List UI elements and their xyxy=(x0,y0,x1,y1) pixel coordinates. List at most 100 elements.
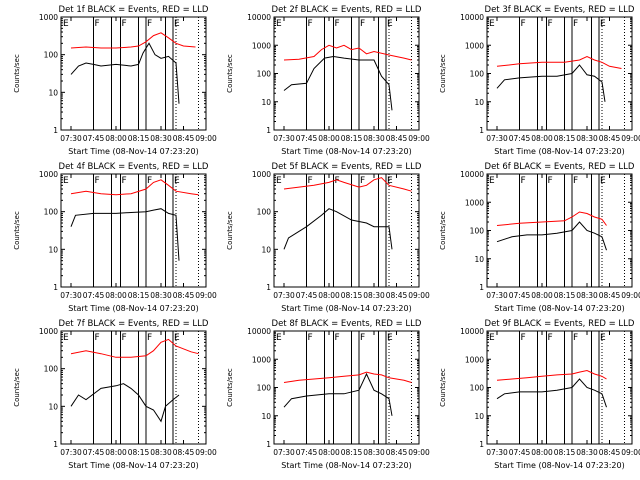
series-line-events xyxy=(496,221,607,251)
y-axis-label: Counts/sec xyxy=(226,211,234,250)
x-axis-label: Start Time (08-Nov-14 07:23:20) xyxy=(281,147,411,156)
plot-frame xyxy=(273,330,420,445)
chart-panel-7: Det 7f BLACK = Events, RED = LLD Counts/s… xyxy=(13,319,217,470)
x-tick-label: 09:00 xyxy=(195,134,217,143)
y-tick-label: 1 xyxy=(53,440,58,449)
y-tick-label: 10 xyxy=(48,88,58,97)
attenuator-state-label: F xyxy=(122,176,127,186)
x-tick-label: 07:45 xyxy=(296,448,318,457)
x-tick-label: 08:15 xyxy=(128,134,150,143)
x-tick-label: 08:30 xyxy=(363,134,385,143)
x-tick-label: 08:30 xyxy=(576,448,598,457)
y-axis-label: Counts/sec xyxy=(13,368,21,407)
x-tick-label: 08:00 xyxy=(105,448,127,457)
x-tick-label: 08:15 xyxy=(554,134,576,143)
x-tick-label: 08:30 xyxy=(576,134,598,143)
attenuator-state-label: F xyxy=(95,19,100,29)
chart-panel-3: Det 3f BLACK = Events, RED = LLD Counts/s… xyxy=(439,5,640,156)
x-axis-label: Start Time (08-Nov-14 07:23:20) xyxy=(281,461,411,470)
y-tick-label: 1000 xyxy=(465,41,484,50)
x-tick-label: 07:45 xyxy=(83,448,105,457)
plot-frame xyxy=(60,330,207,445)
x-tick-label: 07:45 xyxy=(509,448,531,457)
y-tick-label: 10 xyxy=(48,245,58,254)
y-tick-label: 10 xyxy=(474,255,484,264)
x-tick-label: 07:30 xyxy=(273,448,295,457)
attenuator-state-label: F xyxy=(95,176,100,186)
y-tick-label: 1000 xyxy=(39,327,58,336)
x-tick-label: 08:45 xyxy=(386,134,408,143)
x-axis-label: Start Time (08-Nov-14 07:23:20) xyxy=(494,304,624,313)
y-tick-label: 10000 xyxy=(247,327,271,336)
series-line-lld xyxy=(496,211,607,226)
x-tick-label: 08:00 xyxy=(531,448,553,457)
y-tick-label: 1 xyxy=(53,283,58,292)
chart-panel-9: Det 9f BLACK = Events, RED = LLD Counts/s… xyxy=(439,319,640,470)
attenuator-state-label: F xyxy=(308,19,313,29)
chart-title: Det 9f BLACK = Events, RED = LLD xyxy=(485,319,635,329)
x-axis-label: Start Time (08-Nov-14 07:23:20) xyxy=(68,304,198,313)
series-line-lld xyxy=(70,338,199,358)
x-axis-label: Start Time (08-Nov-14 07:23:20) xyxy=(68,461,198,470)
x-tick-label: 09:00 xyxy=(621,291,640,300)
plot-frame xyxy=(486,173,633,288)
x-tick-label: 08:45 xyxy=(386,291,408,300)
y-axis-label: Counts/sec xyxy=(439,368,447,407)
x-tick-label: 08:45 xyxy=(599,134,621,143)
chart-title: Det 5f BLACK = Events, RED = LLD xyxy=(272,162,422,172)
attenuator-state-label: E xyxy=(63,176,69,186)
attenuator-state-label: E xyxy=(174,176,180,186)
plot-frame xyxy=(486,16,633,131)
chart-panel-6: Det 6f BLACK = Events, RED = LLD Counts/s… xyxy=(439,162,640,313)
x-tick-label: 07:30 xyxy=(486,291,508,300)
x-tick-label: 08:15 xyxy=(554,291,576,300)
x-tick-label: 09:00 xyxy=(195,291,217,300)
y-tick-label: 1 xyxy=(266,283,271,292)
x-tick-label: 08:30 xyxy=(576,291,598,300)
attenuator-state-label: F xyxy=(308,176,313,186)
attenuator-state-label: E xyxy=(174,333,180,343)
attenuator-state-label: E xyxy=(387,19,393,29)
x-tick-label: 08:15 xyxy=(128,448,150,457)
x-tick-label: 07:45 xyxy=(509,134,531,143)
chart-title: Det 8f BLACK = Events, RED = LLD xyxy=(272,319,422,329)
y-axis-label: Counts/sec xyxy=(439,211,447,250)
attenuator-state-label: F xyxy=(335,333,340,343)
attenuator-state-label: E xyxy=(276,19,282,29)
attenuator-state-label: F xyxy=(335,176,340,186)
attenuator-state-label: E xyxy=(489,333,495,343)
y-tick-label: 100 xyxy=(470,227,485,236)
attenuator-state-label: E xyxy=(276,333,282,343)
attenuator-state-label: F xyxy=(147,176,152,186)
y-tick-label: 1 xyxy=(266,126,271,135)
series-line-events xyxy=(283,208,393,250)
attenuator-state-label: F xyxy=(521,19,526,29)
x-tick-label: 08:00 xyxy=(318,448,340,457)
x-tick-label: 08:45 xyxy=(599,448,621,457)
y-tick-label: 100 xyxy=(470,384,485,393)
x-tick-label: 09:00 xyxy=(621,134,640,143)
attenuator-state-label: F xyxy=(573,333,578,343)
series-line-events xyxy=(70,208,180,261)
x-tick-label: 07:30 xyxy=(273,134,295,143)
attenuator-state-label: E xyxy=(600,19,606,29)
x-tick-label: 08:30 xyxy=(150,291,172,300)
plot-frame xyxy=(486,330,633,445)
y-tick-label: 10 xyxy=(261,412,271,421)
attenuator-state-label: F xyxy=(360,333,365,343)
x-tick-label: 09:00 xyxy=(195,448,217,457)
x-tick-label: 07:45 xyxy=(83,291,105,300)
attenuator-state-label: F xyxy=(147,19,152,29)
y-tick-label: 10000 xyxy=(247,13,271,22)
x-tick-label: 08:15 xyxy=(341,448,363,457)
y-tick-label: 1000 xyxy=(252,41,271,50)
series-line-events xyxy=(70,42,180,104)
plot-frame xyxy=(60,173,207,288)
chart-title: Det 2f BLACK = Events, RED = LLD xyxy=(272,5,422,15)
x-tick-label: 08:15 xyxy=(341,291,363,300)
y-tick-label: 100 xyxy=(44,208,59,217)
x-tick-label: 09:00 xyxy=(408,448,430,457)
series-line-events xyxy=(283,55,393,111)
y-tick-label: 100 xyxy=(44,365,59,374)
chart-panel-1: Det 1f BLACK = Events, RED = LLD Counts/s… xyxy=(13,5,217,156)
